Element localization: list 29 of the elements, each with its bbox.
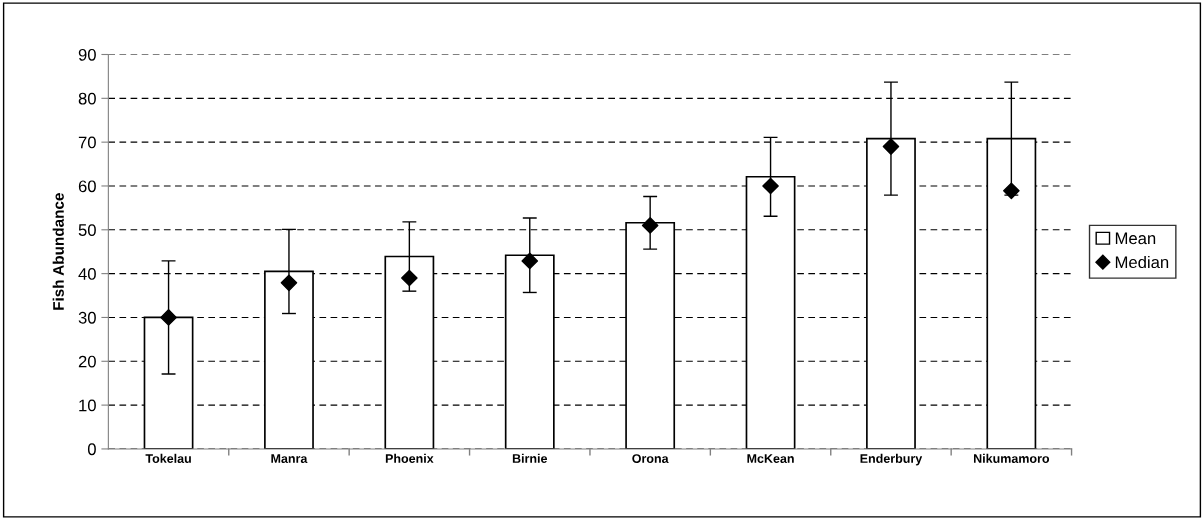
x-tick-label: Tokelau xyxy=(145,453,191,463)
y-tick-label: 40 xyxy=(78,268,96,280)
point xyxy=(160,309,177,326)
x-tick-label: Phoenix xyxy=(385,453,434,463)
y-tick-label: 60 xyxy=(78,180,96,193)
y-tick-label: 10 xyxy=(79,399,96,412)
y-tick-label: 70 xyxy=(78,136,96,149)
y-tick-label: 30 xyxy=(78,311,96,324)
y-tick-label: 0 xyxy=(87,443,96,456)
point xyxy=(521,252,539,270)
y-axis-title: Fish Abundance xyxy=(52,193,64,310)
point xyxy=(762,177,779,195)
x-tick-label: Manra xyxy=(271,454,308,463)
point xyxy=(401,269,418,287)
point xyxy=(641,217,659,234)
x-tick-label: Orona xyxy=(632,454,669,463)
legend-label: Mean xyxy=(1115,232,1156,245)
x-tick-label: McKean xyxy=(747,454,794,463)
y-tick-label: 50 xyxy=(78,224,96,236)
point xyxy=(1003,182,1020,200)
legend-label: Median xyxy=(1115,255,1169,269)
x-tick-label: Nikumamoro xyxy=(973,453,1050,463)
x-tick-label: Birnie xyxy=(512,453,548,463)
point xyxy=(882,138,900,155)
x-tick-label: Enderbury xyxy=(860,453,923,466)
y-tick-label: 80 xyxy=(78,92,96,105)
point xyxy=(280,274,298,292)
y-tick-label: 20 xyxy=(78,355,96,368)
y-tick-label: 90 xyxy=(78,48,96,61)
